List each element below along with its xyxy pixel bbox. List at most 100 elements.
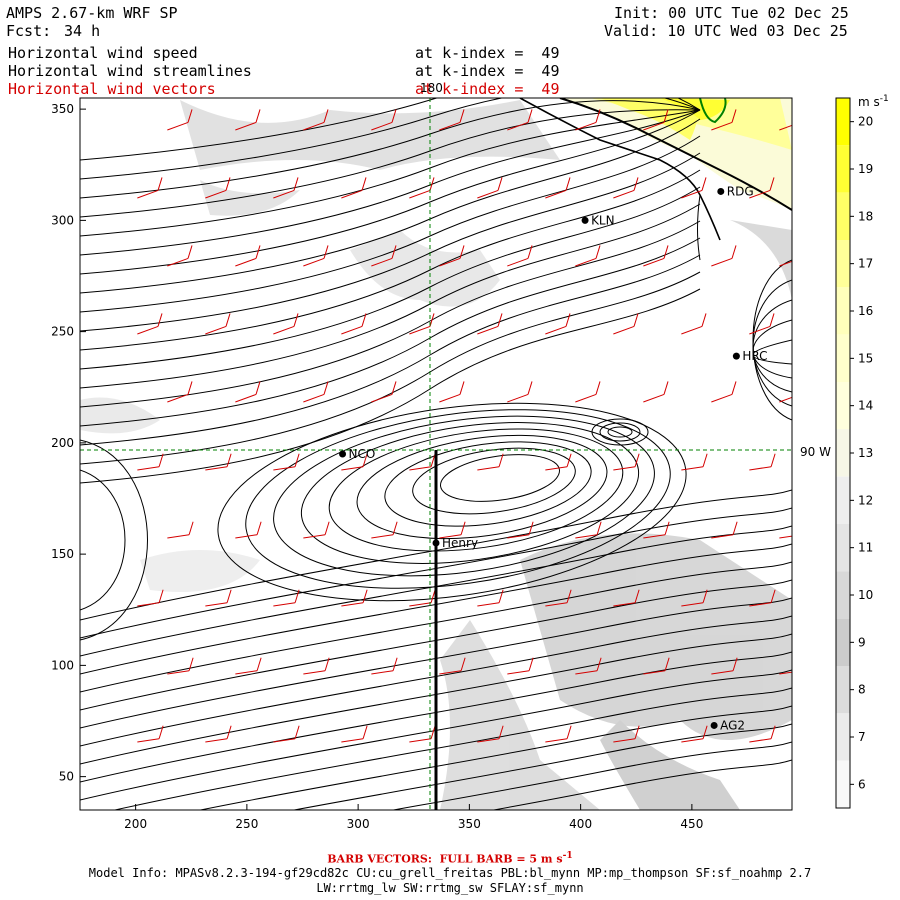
wind-barb — [371, 109, 397, 131]
wind-barb — [409, 177, 435, 199]
wind-barb — [477, 313, 503, 335]
wind-barb — [477, 725, 504, 743]
streamline — [80, 633, 792, 765]
streamline — [80, 109, 701, 218]
streamline — [80, 543, 792, 675]
wind-barb — [341, 453, 368, 471]
colorbar-label: 8 — [858, 683, 866, 697]
wind-barb — [235, 381, 261, 403]
map-frame — [79, 97, 793, 811]
wind-barb — [681, 725, 708, 743]
wind-barb — [711, 245, 737, 267]
station-label-hrc: HRC — [742, 349, 767, 363]
wind-barb — [409, 725, 436, 743]
colorbar-unit: m s-1 — [858, 94, 889, 109]
forecast-label: Fcst: — [6, 22, 52, 40]
colorbar-swatch — [836, 240, 850, 288]
colorbar-swatch — [836, 524, 850, 572]
streamline — [197, 705, 792, 810]
wind-barb — [167, 109, 193, 131]
wind-barb — [545, 177, 571, 199]
colorbar-label: 6 — [858, 777, 866, 791]
wind-barb — [205, 313, 231, 335]
wind-barb — [137, 313, 163, 335]
wind-barb — [205, 177, 231, 199]
barb-legend: BARB VECTORS: FULL BARB = 5 m s-1 — [327, 850, 573, 866]
wind-barb — [545, 725, 572, 743]
colorbar-swatch — [836, 666, 850, 714]
streamline — [80, 98, 701, 180]
wind-barb — [643, 381, 669, 403]
wind-barb — [575, 381, 601, 403]
y-tick-label: 350 — [51, 102, 74, 116]
station-markers: KLN RDG HRC NCO Henry AG2 — [339, 184, 768, 732]
colorbar-label: 11 — [858, 541, 873, 555]
wind-barb — [273, 453, 300, 471]
colorbar-label: 19 — [858, 162, 873, 176]
station-label-kln: KLN — [591, 213, 615, 227]
wind-barb — [613, 589, 640, 607]
colorbar-label: 10 — [858, 588, 873, 602]
field-speed-level: at k-index = 49 — [415, 44, 560, 62]
wind-barb — [613, 453, 640, 471]
colorbar-label: 17 — [858, 257, 873, 271]
field-streamlines-name: Horizontal wind streamlines — [8, 62, 252, 80]
wind-barb — [711, 109, 737, 131]
streamline — [80, 615, 792, 747]
wind-barb — [613, 177, 639, 199]
wind-barb — [779, 396, 792, 403]
wind-barb — [681, 313, 707, 335]
y-tick-label: 150 — [51, 547, 74, 561]
streamline-vortex — [440, 454, 560, 502]
wind-barb — [613, 725, 640, 743]
wind-barb — [167, 245, 193, 267]
streamline-vortex — [384, 441, 592, 527]
valid-time: Valid: 10 UTC Wed 03 Dec 25 — [604, 22, 848, 40]
y-axis-ticks: 350 300 250 200 150 100 50 — [51, 102, 86, 784]
x-axis-ticks: 200 250 300 350 400 450 — [124, 804, 703, 831]
wind-barb — [273, 725, 300, 743]
streamline-vortex — [356, 434, 608, 540]
wind-barb — [303, 381, 329, 403]
streamline — [80, 254, 701, 446]
wind-barb — [681, 453, 708, 471]
wind-barb — [575, 109, 601, 131]
streamline — [80, 597, 792, 729]
wind-barb — [341, 589, 368, 607]
streamline — [80, 507, 792, 639]
streamline — [80, 579, 792, 711]
wind-barb — [749, 725, 776, 743]
station-dot-hrc — [732, 352, 740, 360]
x-tick-label: 300 — [347, 817, 370, 831]
wind-barb — [477, 453, 504, 471]
colorbar-label: 12 — [858, 493, 873, 507]
x-tick-label: 400 — [569, 817, 592, 831]
wind-barb — [507, 109, 533, 131]
wind-barb — [371, 657, 398, 675]
streamline — [80, 288, 701, 484]
streamline — [80, 220, 701, 408]
station-dot-rdg — [717, 187, 725, 195]
wind-barb — [205, 453, 232, 471]
streamline — [80, 669, 792, 801]
colorbar-label: 14 — [858, 399, 873, 413]
streamline — [80, 561, 792, 693]
colorbar-swatch — [836, 334, 850, 382]
wind-barb — [545, 589, 572, 607]
colorbar-label: 13 — [858, 446, 873, 460]
streamline — [80, 469, 126, 611]
y-tick-label: 200 — [51, 436, 74, 450]
wind-barb — [439, 381, 465, 403]
colorbar-swatch — [836, 713, 850, 761]
colorbar-label: 15 — [858, 351, 873, 365]
wind-barb — [409, 589, 436, 607]
wind-barb — [477, 589, 504, 607]
field-vectors-level: at k-index = 49 — [415, 80, 560, 98]
y-tick-label: 50 — [59, 770, 74, 784]
wind-barbs — [137, 109, 792, 743]
colorbar-swatch — [836, 760, 850, 808]
model-title: AMPS 2.67-km WRF SP — [6, 4, 178, 22]
wind-barb — [643, 657, 670, 675]
wind-barb — [749, 313, 775, 335]
